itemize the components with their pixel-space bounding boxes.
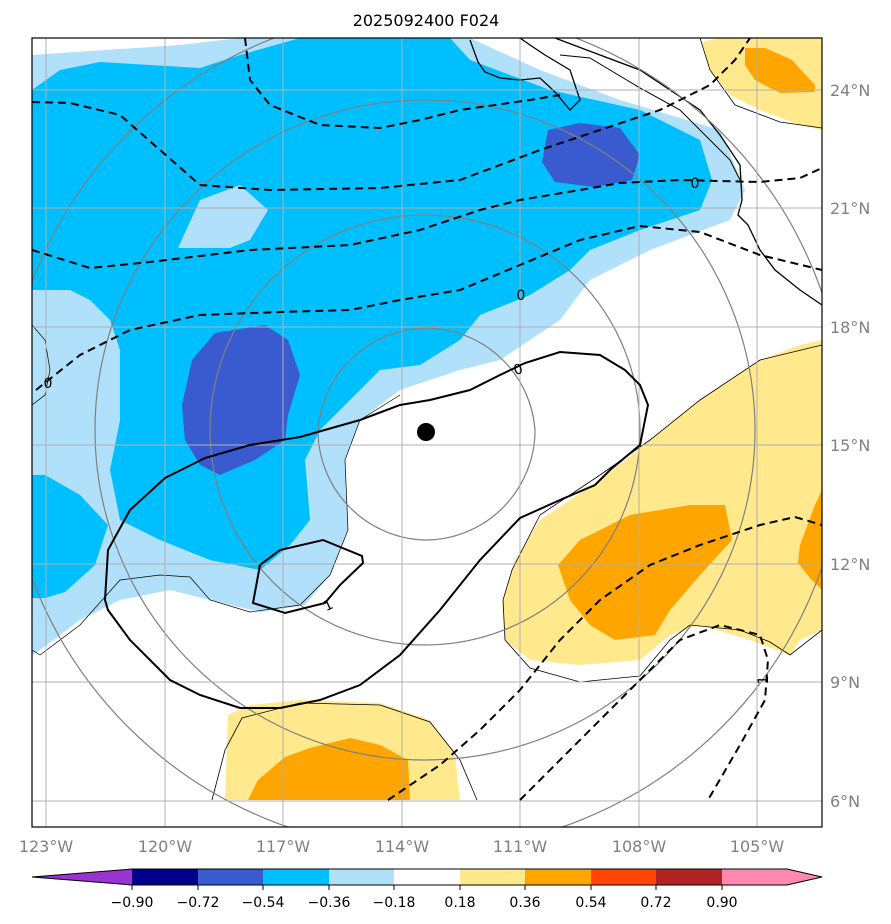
range-rings bbox=[32, 38, 822, 827]
contour-label-zero-west: 0 bbox=[44, 376, 53, 392]
storm-center-marker bbox=[417, 423, 435, 441]
contour-thin-east bbox=[502, 344, 822, 683]
colorbar-swatch bbox=[263, 869, 329, 885]
lat-tick-labels: 24°N 21°N 18°N 15°N 12°N 9°N 6°N bbox=[830, 81, 870, 811]
colorbar-swatch bbox=[132, 869, 198, 885]
lon-tick: 120°W bbox=[138, 837, 193, 856]
colorbar-tick: 0.90 bbox=[706, 895, 737, 911]
colorbar-swatch bbox=[525, 869, 591, 885]
contour-thin-south bbox=[211, 702, 478, 801]
map-frame bbox=[31, 37, 823, 828]
colorbar-tick: 0.36 bbox=[509, 895, 540, 911]
colorbar-tick: 0.72 bbox=[640, 895, 671, 911]
lat-tick: 9°N bbox=[830, 673, 860, 692]
solid-contours bbox=[103, 350, 650, 709]
colorbar-swatch bbox=[394, 869, 460, 885]
shade-orange-south bbox=[248, 738, 410, 800]
colorbar-swatch bbox=[591, 869, 656, 885]
colorbar-extend-low bbox=[32, 869, 132, 885]
colorbar-swatch bbox=[656, 869, 722, 885]
map-area: 0 0 0 0 1 1 bbox=[32, 38, 822, 827]
lon-tick: 117°W bbox=[256, 837, 311, 856]
shade-orange-east bbox=[558, 505, 732, 640]
lat-tick: 24°N bbox=[830, 81, 870, 100]
lon-tick: 105°W bbox=[730, 837, 785, 856]
colorbar-extend-high bbox=[787, 869, 822, 885]
shade-light-blue-hole bbox=[178, 185, 268, 248]
colorbar-tick: −0.90 bbox=[111, 895, 154, 911]
contour-thin-west bbox=[32, 324, 51, 406]
map-title: 2025092400 F024 bbox=[353, 11, 500, 30]
colorbar-tick: 0.18 bbox=[444, 895, 475, 911]
colorbar-tick: −0.54 bbox=[242, 895, 285, 911]
lat-tick: 12°N bbox=[830, 555, 870, 574]
shade-cyan-left bbox=[32, 475, 108, 598]
lon-tick: 123°W bbox=[19, 837, 74, 856]
lon-tick: 114°W bbox=[375, 837, 430, 856]
contour-label-one-east: 1 bbox=[756, 676, 772, 685]
lat-tick: 18°N bbox=[830, 318, 870, 337]
shade-orange-northeast bbox=[745, 48, 815, 93]
shade-orange-farEast bbox=[798, 490, 822, 590]
coastline-baja bbox=[559, 54, 741, 181]
colorbar-swatch bbox=[198, 869, 263, 885]
colorbar-tick: −0.72 bbox=[177, 895, 220, 911]
shade-dark-blue-2 bbox=[542, 123, 640, 187]
coastline bbox=[469, 38, 581, 111]
dashed-contours bbox=[32, 38, 822, 801]
colorbar-swatch bbox=[460, 869, 525, 885]
contour-label-zero: 0 bbox=[512, 361, 525, 379]
contour-label-zero-mid: 0 bbox=[517, 288, 526, 304]
colorbar-swatch bbox=[329, 869, 394, 885]
lon-tick-labels: 123°W 120°W 117°W 114°W 111°W 108°W 105°… bbox=[19, 837, 785, 856]
shade-dark-blue-1 bbox=[182, 325, 300, 475]
lon-tick: 111°W bbox=[493, 837, 548, 856]
lon-tick: 108°W bbox=[612, 837, 667, 856]
colorbar-tick: −0.36 bbox=[308, 895, 351, 911]
gridlines bbox=[32, 38, 822, 827]
lat-tick: 15°N bbox=[830, 436, 870, 455]
contour-thin-blue bbox=[32, 394, 401, 656]
colorbar-swatch bbox=[722, 869, 787, 885]
colorbar: −0.90 −0.72 −0.54 −0.36 −0.18 0.18 0.36 … bbox=[31, 868, 823, 911]
colorbar-tick: 0.54 bbox=[575, 895, 606, 911]
contour-label-zero-east: 0 bbox=[691, 176, 700, 192]
lat-tick: 6°N bbox=[830, 792, 860, 811]
lat-tick: 21°N bbox=[830, 199, 870, 218]
contour-thin-northeast bbox=[699, 38, 822, 129]
colorbar-tick: −0.18 bbox=[373, 895, 416, 911]
